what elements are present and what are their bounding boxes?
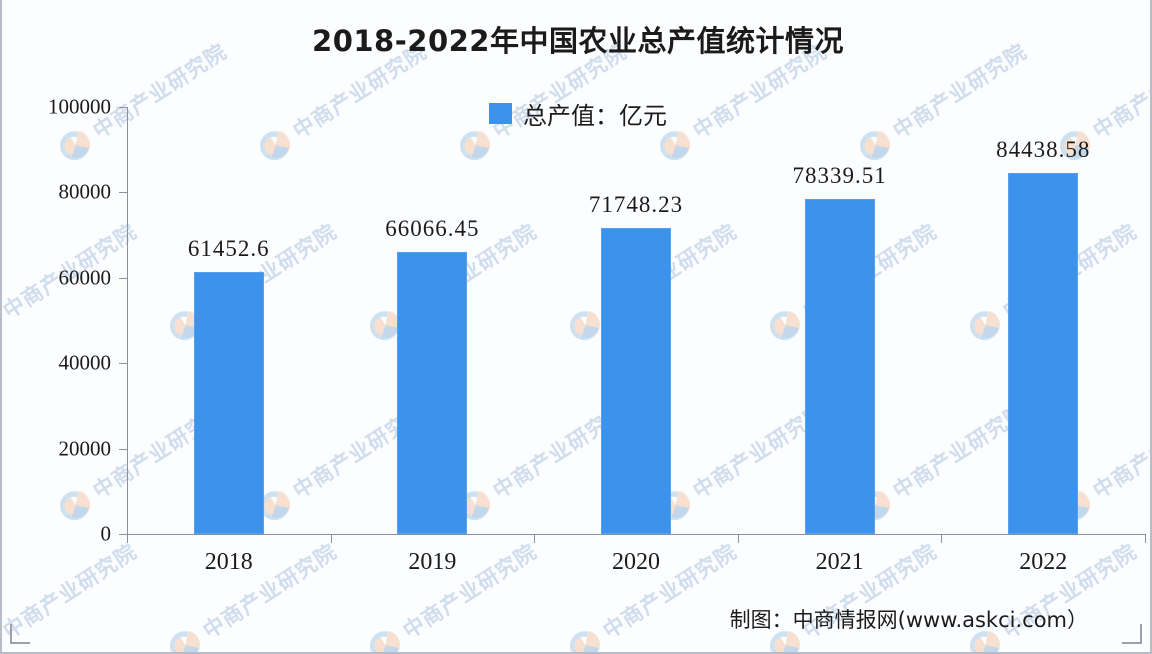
x-axis-category-2019: 2019 xyxy=(408,549,457,575)
bar-2019[interactable] xyxy=(397,251,468,534)
x-axis-tick xyxy=(1145,534,1146,543)
x-axis-tick xyxy=(127,534,128,543)
x-axis-line xyxy=(127,534,1145,535)
bar-2018[interactable] xyxy=(193,271,264,534)
watermark-logo-icon xyxy=(1142,621,1150,652)
corner-bracket-left-icon xyxy=(10,624,30,644)
x-axis-tick xyxy=(534,534,536,543)
watermark-logo-icon xyxy=(162,621,209,652)
watermark-logo-icon xyxy=(2,621,9,652)
x-axis-tick xyxy=(737,534,739,543)
source-credit: 制图：中商情报网(www.askci.com） xyxy=(729,608,1088,632)
y-axis-tick xyxy=(119,107,127,108)
bar-value-label-2020: 71748.23 xyxy=(588,191,684,217)
x-axis-category-2021: 2021 xyxy=(815,549,864,575)
y-axis-tick-label: 60000 xyxy=(58,265,112,290)
y-axis-tick xyxy=(119,448,127,450)
chart-title: 2018-2022年中国农业总产值统计情况 xyxy=(312,24,844,58)
x-axis-tick xyxy=(941,534,943,543)
legend-label: 总产值：亿元 xyxy=(523,102,667,130)
x-axis-category-2018: 2018 xyxy=(204,549,253,575)
bar-2022[interactable] xyxy=(1008,173,1079,534)
y-axis-tick-label: 80000 xyxy=(58,179,112,204)
y-axis-tick-label: 0 xyxy=(100,521,112,546)
bar-value-label-2022: 84438.58 xyxy=(996,137,1091,163)
y-axis-tick xyxy=(119,192,127,194)
bar-value-label-2021: 78339.51 xyxy=(792,163,887,189)
y-axis-tick xyxy=(119,363,127,365)
y-axis-line xyxy=(127,107,128,534)
legend-swatch-icon xyxy=(489,103,512,124)
y-axis-tick xyxy=(119,534,127,535)
bar-2020[interactable] xyxy=(601,227,671,534)
plot-area: 61452.6 2018 66066.45 2019 71748.23 2020 78339… xyxy=(119,107,1146,575)
corner-bracket-right-icon xyxy=(1122,624,1142,644)
watermark-tile: 中商产业研究院 xyxy=(1142,534,1150,652)
y-axis-tick xyxy=(119,277,127,279)
bar-value-label-2019: 66066.45 xyxy=(385,215,480,241)
y-axis-tick-label: 20000 xyxy=(58,436,112,461)
chart-legend: 总产值：亿元 xyxy=(2,96,1150,131)
watermark-logo-icon xyxy=(362,621,409,652)
watermark-logo-icon xyxy=(562,621,609,652)
x-axis-category-2020: 2020 xyxy=(612,549,660,575)
bar-value-label-2018: 61452.6 xyxy=(187,235,270,261)
x-axis-category-2022: 2022 xyxy=(1019,549,1068,575)
y-axis-tick-label: 40000 xyxy=(58,350,112,375)
y-axis-tick-label: 100000 xyxy=(48,94,111,119)
x-axis-tick xyxy=(330,534,332,543)
y-axis-labels: 0 20000 40000 60000 80000 100000 xyxy=(2,95,127,546)
bar-2021[interactable] xyxy=(804,199,875,534)
